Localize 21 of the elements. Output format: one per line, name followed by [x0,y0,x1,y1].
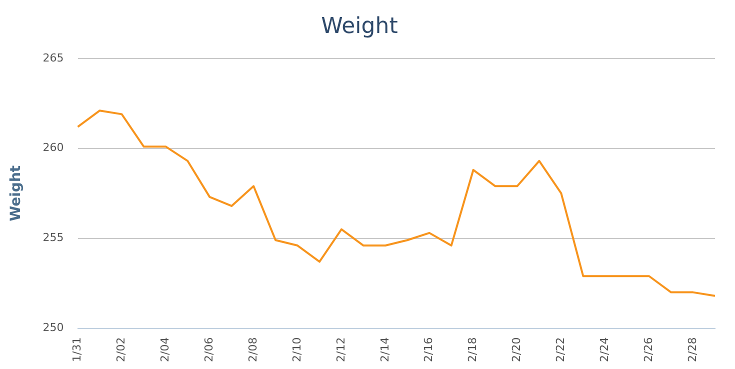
x-tick-label: 2/18 [466,337,480,362]
chart-title: Weight [321,14,398,39]
x-tick-label: 2/28 [686,337,699,362]
x-tick-label: 2/26 [642,337,655,362]
x-tick-label: 1/31 [70,337,84,362]
y-tick-label: 260 [42,141,64,154]
x-tick-label: 2/20 [510,337,524,362]
x-tick-label: 2/24 [598,337,611,362]
x-tick-label: 2/06 [202,337,216,362]
x-tick-label: 2/10 [290,337,304,362]
y-tick-label: 265 [42,51,64,64]
x-tick-label: 2/16 [422,337,436,362]
x-tick-label: 2/04 [158,337,172,362]
x-tick-label: 2/12 [334,337,348,362]
x-tick-label: 2/02 [114,337,128,362]
y-tick-label: 255 [42,231,64,244]
y-axis-title: Weight [8,165,24,222]
y-tick-label: 250 [42,321,64,334]
x-tick-label: 2/22 [554,337,568,362]
x-tick-label: 2/08 [246,337,260,362]
x-tick-label: 2/14 [378,337,392,362]
